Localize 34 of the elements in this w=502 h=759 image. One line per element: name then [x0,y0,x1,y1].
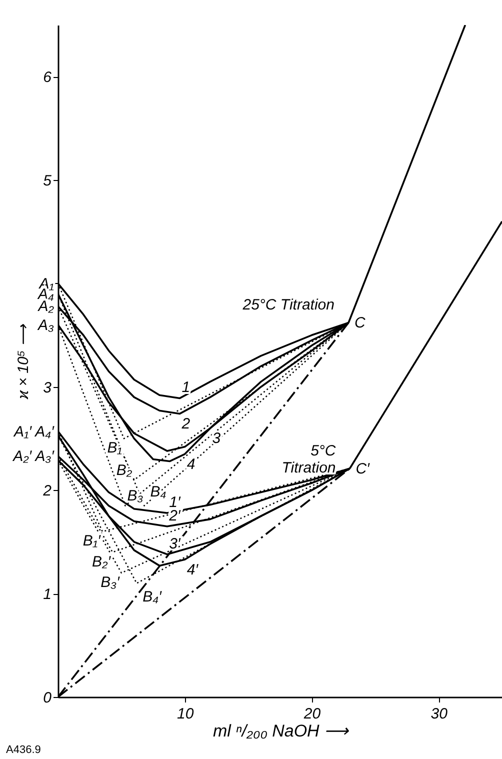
x-tick-label: 20 [302,706,322,722]
annotation: C [354,314,366,332]
annotation: A₁′ A₄′ [13,423,56,440]
y-tick-label: 6 [43,69,52,86]
annotation: B₁′ [82,532,102,550]
annotation: C′ [356,460,371,478]
x-tick-label: 10 [177,706,194,722]
series-label: 4 [186,456,196,474]
annotation: 5°C Titration [282,442,336,477]
annotation: 25°C Titration [242,296,335,314]
y-tick-label: 2 [42,482,52,500]
series-label: 4′ [186,562,200,578]
annotation: A₃ [37,316,54,334]
series-label: 1′ [169,494,182,511]
y-tick-label: 1 [43,586,52,604]
y-tick-label: 0 [43,690,52,706]
y-axis-title: ϰ × 10⁵ ⟶ [15,323,32,400]
annotation: A₂′ A₃′ [12,448,56,466]
series-label: 2 [180,416,191,433]
annotation: B₄ [150,484,166,501]
x-tick-label: 30 [430,706,448,722]
annotation: B₁ [107,440,122,457]
annotation: B₃ [127,488,144,505]
y-tick-label: 5 [43,172,52,190]
series-label: 3′ [169,535,182,552]
y-tick-label: 3 [43,379,52,396]
annotation: B₃′ [100,574,121,591]
annotation: B₄′ [142,588,163,606]
series-label: 1 [182,379,190,396]
annotation: B₂ [116,462,132,479]
x-axis-title: ml ⁿ/₂₀₀ NaOH ⟶ [212,722,350,740]
series-label: 3 [212,430,222,448]
text: A436.9 [6,744,41,756]
annotation: B₂′ [92,553,112,570]
